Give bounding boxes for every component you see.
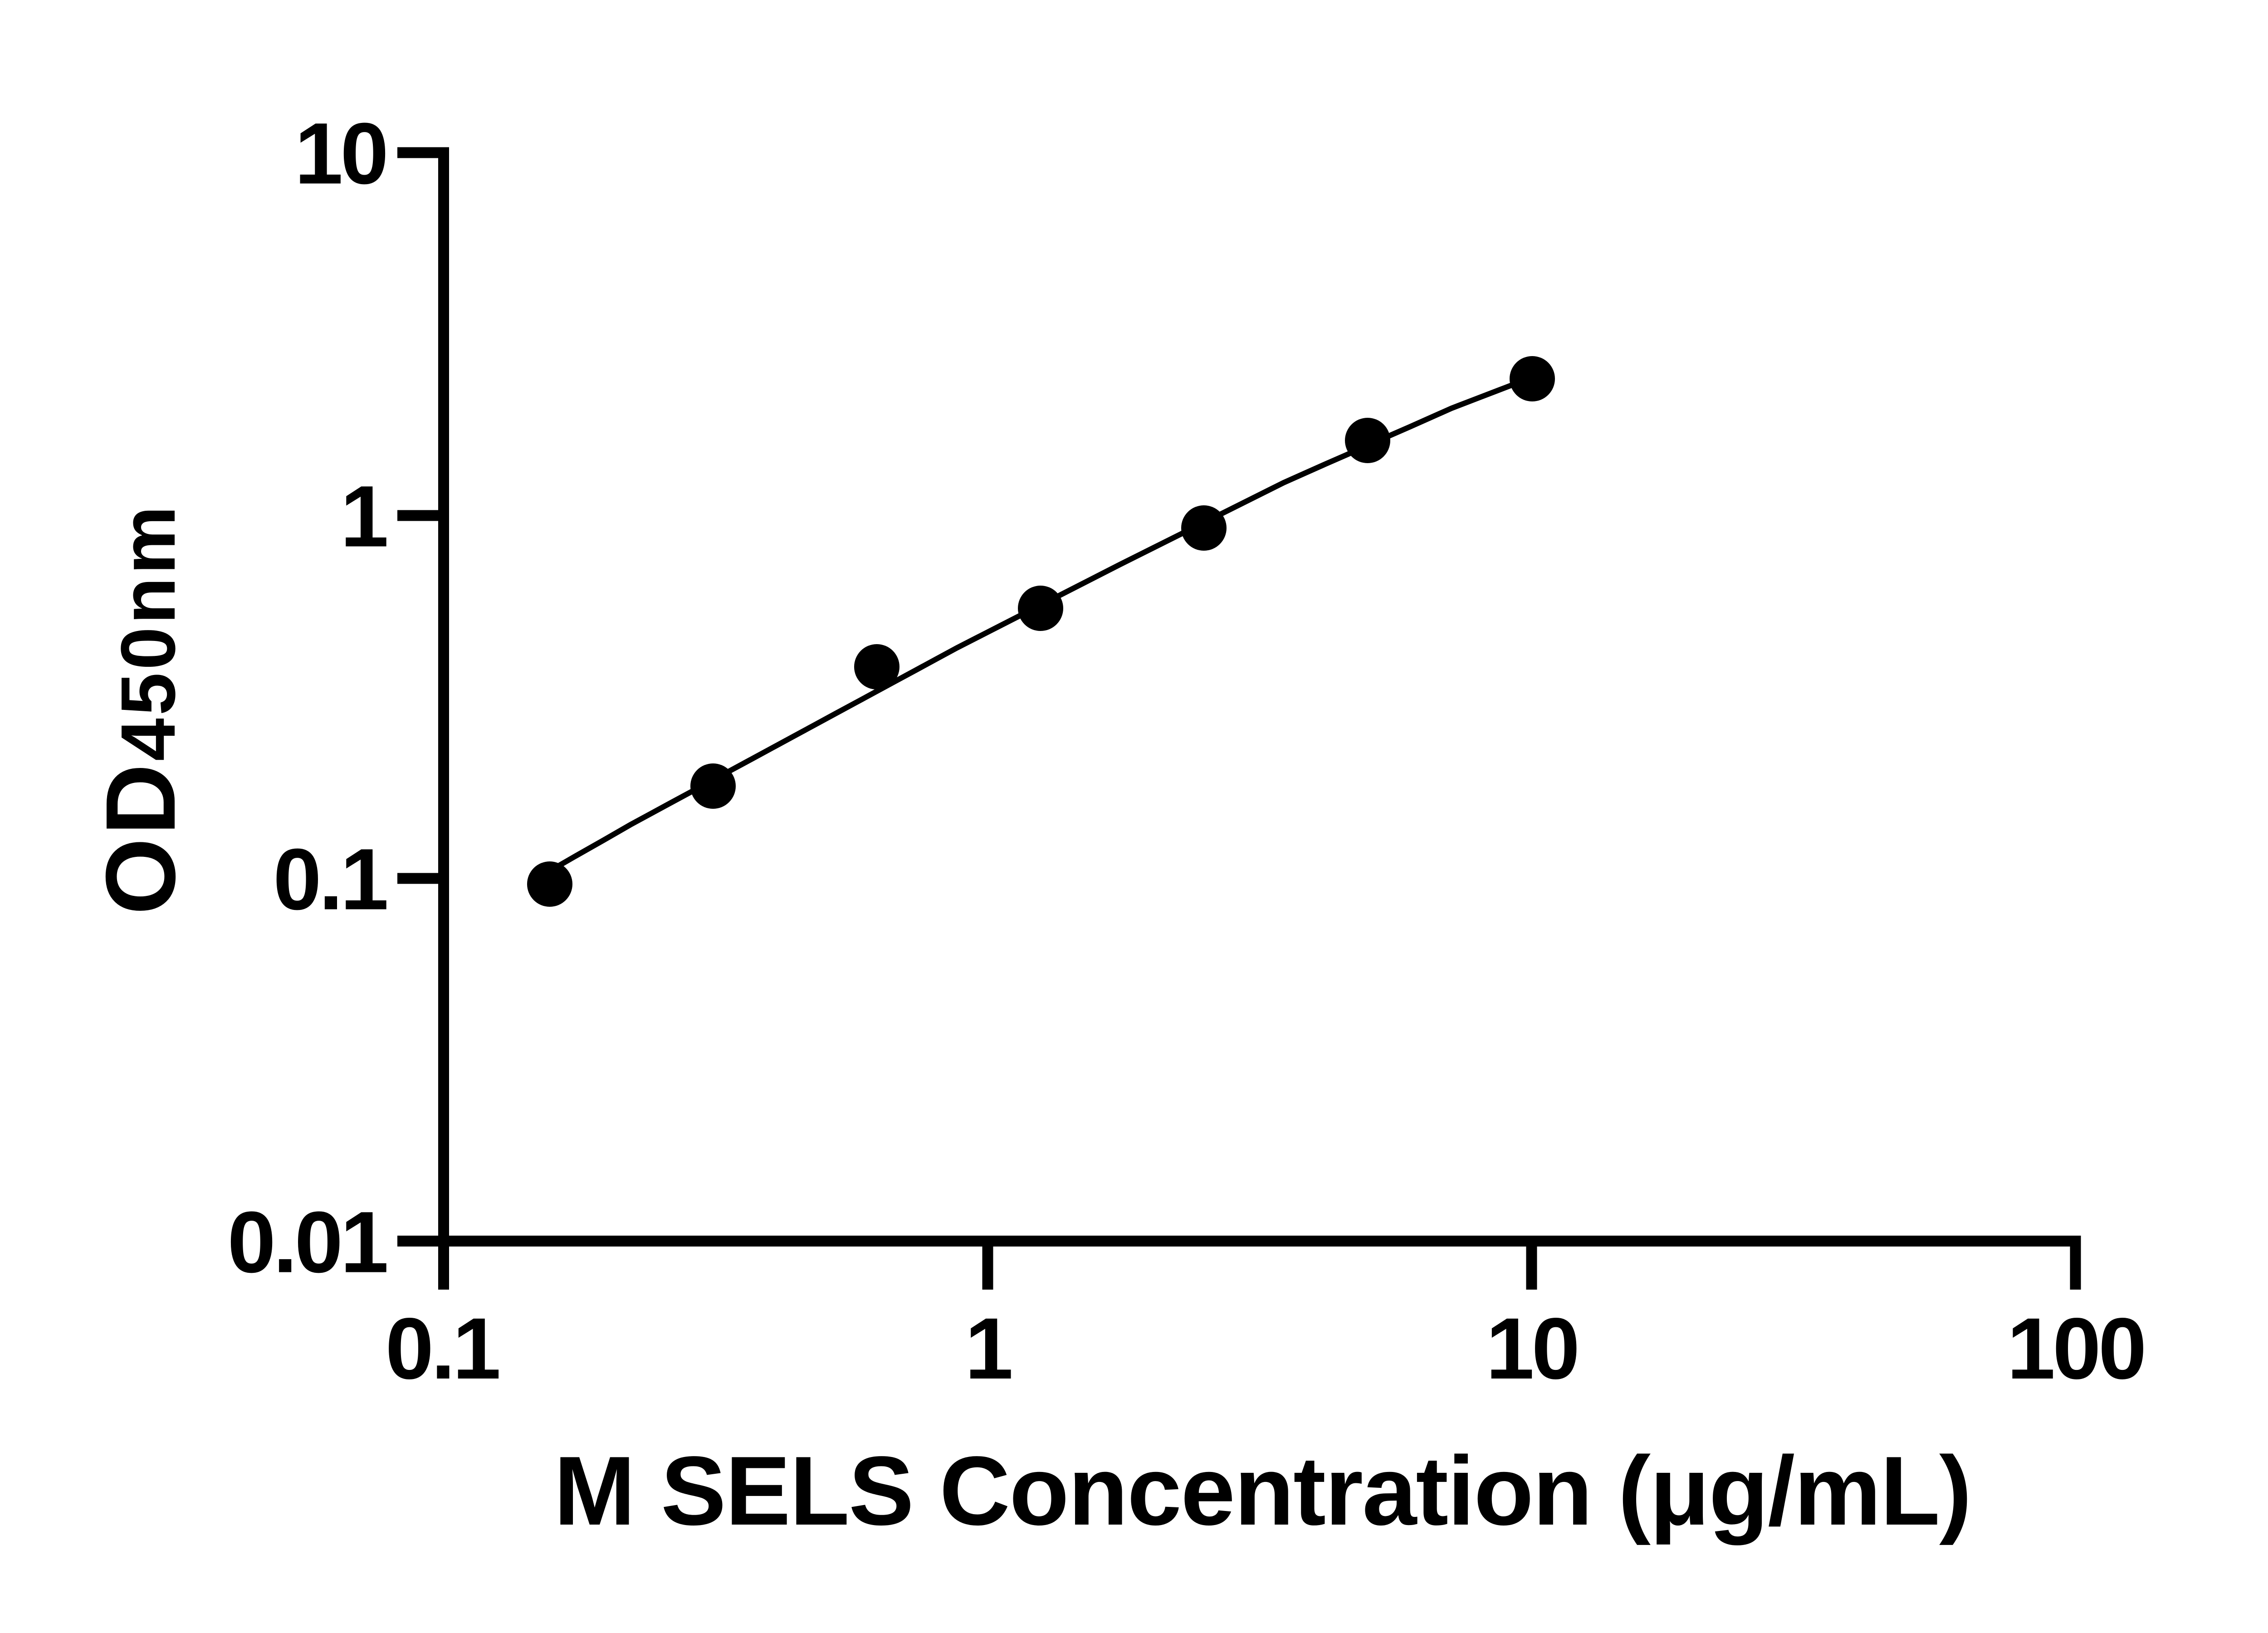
svg-text:1: 1	[340, 468, 386, 565]
svg-text:10: 10	[1486, 1300, 1578, 1397]
svg-text:M SELS Concentration (μg/mL): M SELS Concentration (μg/mL)	[554, 1436, 1971, 1545]
svg-text:10: 10	[294, 105, 386, 202]
svg-text:0.1: 0.1	[273, 831, 386, 928]
svg-text:OD450nm: OD450nm	[86, 503, 196, 915]
svg-text:100: 100	[2007, 1300, 2144, 1397]
svg-text:0.1: 0.1	[386, 1300, 499, 1397]
svg-text:1: 1	[965, 1300, 1011, 1397]
svg-text:0.01: 0.01	[227, 1193, 386, 1291]
